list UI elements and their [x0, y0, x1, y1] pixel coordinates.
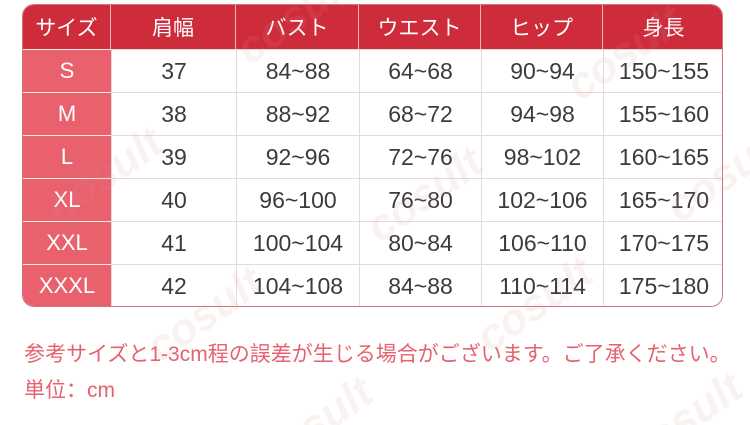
table-cell: 150~155: [603, 49, 722, 92]
table-cell: 100~104: [236, 221, 359, 264]
table-cell: 94~98: [481, 92, 603, 135]
table-cell: 39: [111, 135, 236, 178]
size-label: XXL: [23, 221, 111, 264]
tolerance-note: 参考サイズと1-3cm程の誤差が生じる場合がございます。ご了承ください。: [24, 343, 731, 366]
table-cell: 88~92: [236, 92, 359, 135]
column-header-size: サイズ: [23, 5, 111, 49]
table-cell: 84~88: [359, 264, 481, 306]
table-cell: 175~180: [603, 264, 722, 306]
size-chart-table: サイズ 肩幅 バスト ウエスト ヒップ 身長 S 37 84~88 64~68 …: [22, 4, 723, 307]
table-cell: 106~110: [481, 221, 603, 264]
table-cell: 155~160: [603, 92, 722, 135]
table-cell: 38: [111, 92, 236, 135]
table-cell: 72~76: [359, 135, 481, 178]
table-cell: 84~88: [236, 49, 359, 92]
unit-note: 単位：cm: [24, 379, 115, 402]
table-row: XL 40 96~100 76~80 102~106 165~170: [23, 178, 722, 221]
table-cell: 76~80: [359, 178, 481, 221]
column-header-hip: ヒップ: [481, 5, 603, 49]
table-row: L 39 92~96 72~76 98~102 160~165: [23, 135, 722, 178]
table-cell: 40: [111, 178, 236, 221]
table-cell: 98~102: [481, 135, 603, 178]
column-header-bust: バスト: [236, 5, 359, 49]
table-cell: 170~175: [603, 221, 722, 264]
size-label: S: [23, 49, 111, 92]
size-label: M: [23, 92, 111, 135]
table-cell: 41: [111, 221, 236, 264]
table-row: S 37 84~88 64~68 90~94 150~155: [23, 49, 722, 92]
table-cell: 102~106: [481, 178, 603, 221]
table-cell: 37: [111, 49, 236, 92]
column-header-shoulder: 肩幅: [111, 5, 236, 49]
table-cell: 42: [111, 264, 236, 306]
table-cell: 80~84: [359, 221, 481, 264]
size-label: XXXL: [23, 264, 111, 306]
table-cell: 165~170: [603, 178, 722, 221]
table-cell: 68~72: [359, 92, 481, 135]
header-row: サイズ 肩幅 バスト ウエスト ヒップ 身長: [23, 5, 722, 49]
column-header-height: 身長: [603, 5, 722, 49]
table-cell: 90~94: [481, 49, 603, 92]
size-label: L: [23, 135, 111, 178]
size-label: XL: [23, 178, 111, 221]
table-cell: 160~165: [603, 135, 722, 178]
table-row: XXL 41 100~104 80~84 106~110 170~175: [23, 221, 722, 264]
table-cell: 110~114: [481, 264, 603, 306]
table-cell: 64~68: [359, 49, 481, 92]
table-cell: 104~108: [236, 264, 359, 306]
table-row: M 38 88~92 68~72 94~98 155~160: [23, 92, 722, 135]
footnotes: 参考サイズと1-3cm程の誤差が生じる場合がございます。ご了承ください。 単位：…: [24, 337, 731, 409]
column-header-waist: ウエスト: [359, 5, 481, 49]
table-row: XXXL 42 104~108 84~88 110~114 175~180: [23, 264, 722, 306]
table-cell: 92~96: [236, 135, 359, 178]
table-cell: 96~100: [236, 178, 359, 221]
